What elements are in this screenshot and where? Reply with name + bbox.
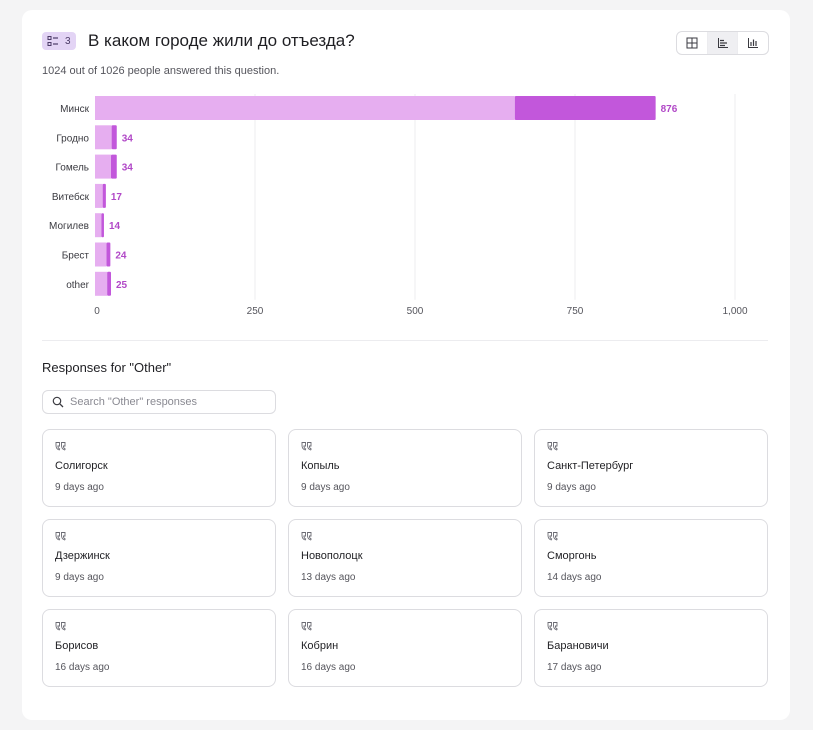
response-time: 17 days ago: [547, 662, 602, 673]
response-time: 9 days ago: [547, 482, 596, 493]
list-type-icon: [47, 36, 58, 46]
bar-value-label: 25: [116, 280, 128, 291]
response-text: Барановичи: [547, 640, 609, 652]
question-card: 3 В каком городе жили до отъезда?: [22, 10, 790, 720]
question-type-badge: 3: [42, 32, 76, 50]
vertical-bar-view-button[interactable]: [738, 32, 768, 54]
category-label: Могилев: [49, 221, 89, 232]
bar-value-label: 17: [111, 192, 123, 203]
bar-segment-dark: [111, 125, 117, 150]
bar-segment-light: [95, 242, 107, 267]
bar-segment-light: [95, 213, 102, 238]
bar-segment-light: [95, 271, 108, 296]
other-responses-search[interactable]: [42, 390, 276, 414]
category-label: Витебск: [52, 191, 90, 203]
vertical-bar-chart-icon: [748, 38, 759, 48]
quote-icon: [301, 532, 312, 541]
response-card: Кобрин 16 days ago: [288, 609, 522, 687]
chart-svg: 0 250 500 750 1,000 Минск 876 Гродно 34 Гомель 34 В…: [49, 94, 748, 317]
quote-icon: [55, 442, 66, 451]
response-text: Санкт-Петербург: [547, 460, 634, 472]
search-input[interactable]: [70, 396, 270, 408]
bar-segment-dark: [101, 213, 104, 238]
x-tick-label: 1,000: [722, 306, 747, 317]
x-tick-label: 750: [567, 306, 584, 317]
question-title: В каком городе жили до отъезда?: [88, 31, 355, 50]
quote-icon: [301, 622, 312, 631]
other-responses-title: Responses for "Other": [42, 360, 172, 375]
horizontal-bar-chart-icon: [717, 38, 728, 48]
x-tick-label: 0: [94, 306, 100, 317]
bar-segment-dark: [106, 242, 111, 267]
response-time: 14 days ago: [547, 572, 602, 583]
answered-count-text: 1024 out of 1026 people answered this qu…: [42, 65, 280, 77]
response-text: Новополоцк: [301, 550, 363, 562]
horizontal-bar-view-button[interactable]: [707, 32, 739, 54]
section-divider: [42, 340, 768, 341]
response-text: Копыль: [301, 460, 340, 472]
response-text: Кобрин: [301, 640, 339, 652]
bar-segment-light: [95, 96, 515, 120]
response-time: 9 days ago: [55, 482, 104, 493]
response-time: 16 days ago: [301, 662, 356, 673]
response-card: Санкт-Петербург 9 days ago: [534, 429, 768, 507]
response-card: Сморгонь 14 days ago: [534, 519, 768, 597]
bar-value-label: 34: [122, 133, 134, 144]
bar-segment-light: [95, 154, 111, 179]
response-time: 13 days ago: [301, 572, 356, 583]
quote-icon: [55, 622, 66, 631]
category-label: Брест: [62, 251, 90, 262]
category-label: other: [66, 280, 89, 291]
bar-segment-light: [95, 183, 103, 208]
response-card: Барановичи 17 days ago: [534, 609, 768, 687]
search-icon: [52, 396, 64, 408]
response-time: 9 days ago: [301, 482, 350, 493]
grid-icon: [686, 37, 698, 49]
response-text: Борисов: [55, 640, 99, 652]
bar-segment-dark: [107, 271, 111, 296]
quote-icon: [547, 442, 558, 451]
quote-icon: [301, 442, 312, 451]
response-card: Новополоцк 13 days ago: [288, 519, 522, 597]
x-tick-label: 250: [247, 306, 264, 317]
response-card: Борисов 16 days ago: [42, 609, 276, 687]
bar-segment-light: [95, 125, 112, 150]
response-text: Солигорск: [55, 460, 108, 472]
response-time: 9 days ago: [55, 572, 104, 583]
other-responses-grid: Солигорск 9 days ago Копыль 9 days ago Санкт…: [42, 429, 769, 687]
response-text: Дзержинск: [55, 550, 110, 562]
response-card: Дзержинск 9 days ago: [42, 519, 276, 597]
quote-icon: [547, 532, 558, 541]
responses-bar-chart: 0 250 500 750 1,000 Минск 876 Гродно 34 Гомель 34 В…: [22, 86, 790, 326]
category-label: Гомель: [56, 163, 89, 174]
category-label: Гродно: [56, 133, 89, 144]
view-toggle: [676, 31, 769, 55]
question-number: 3: [65, 35, 71, 47]
bar-value-label: 14: [109, 221, 121, 232]
bar-segment-dark: [102, 183, 106, 208]
bar-value-label: 34: [122, 163, 134, 174]
quote-icon: [547, 622, 558, 631]
response-card: Копыль 9 days ago: [288, 429, 522, 507]
x-tick-label: 500: [407, 306, 424, 317]
bar-value-label: 24: [115, 251, 127, 262]
quote-icon: [55, 532, 66, 541]
response-card: Солигорск 9 days ago: [42, 429, 276, 507]
bar-value-label: 876: [661, 104, 678, 115]
bar-segment-dark: [111, 154, 117, 179]
bar-segment-dark: [514, 96, 656, 120]
response-time: 16 days ago: [55, 662, 110, 673]
response-text: Сморгонь: [547, 550, 597, 562]
category-label: Минск: [60, 104, 89, 115]
grid-view-button[interactable]: [677, 32, 708, 54]
